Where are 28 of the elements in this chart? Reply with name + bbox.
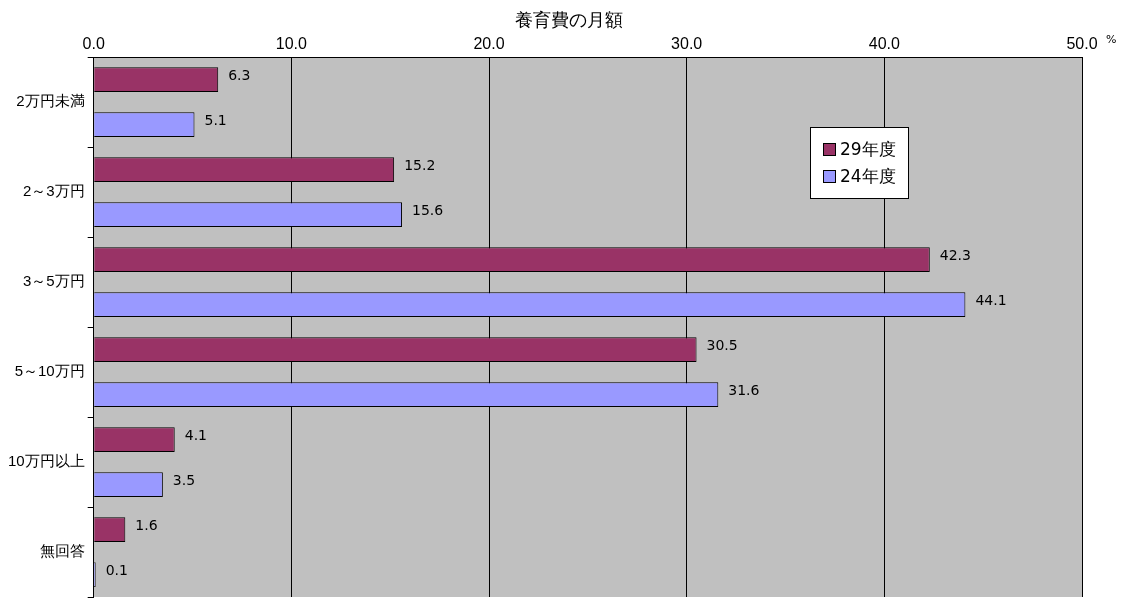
y-tick-label: 無回答 [39,542,85,560]
x-tick-label: 0.0 [82,35,105,53]
data-label: 5.1 [204,112,227,129]
y-tick-label: 2万円未満 [16,92,85,110]
data-label: 44.1 [975,292,1007,309]
x-tick-label: 40.0 [868,35,901,53]
data-label: 1.6 [135,517,158,534]
data-label: 31.6 [728,382,760,399]
data-label: 42.3 [939,247,971,264]
x-tick-label: 20.0 [473,35,505,53]
data-label: 15.2 [404,157,436,174]
legend-label: 29年度 [839,138,896,162]
y-tick-label: 10万円以上 [8,452,85,470]
y-tick-label: 2～3万円 [23,182,85,200]
data-label: 0.1 [105,562,128,579]
y-tick-label: 3～5万円 [23,272,85,290]
data-label: 30.5 [706,337,738,354]
y-tick-label: 5～10万円 [14,362,85,380]
data-label: 15.6 [412,202,444,219]
data-label: 3.5 [172,472,196,489]
legend-label: 24年度 [839,165,896,189]
data-label: 6.3 [228,67,251,84]
data-label: 4.1 [184,427,207,444]
x-tick-label: 10.0 [275,35,308,53]
x-axis-title: % [1106,33,1117,47]
x-tick-label: 50.0 [1066,35,1098,53]
chart-title: 養育費の月額 [513,8,624,32]
x-tick-label: 30.0 [671,35,703,53]
